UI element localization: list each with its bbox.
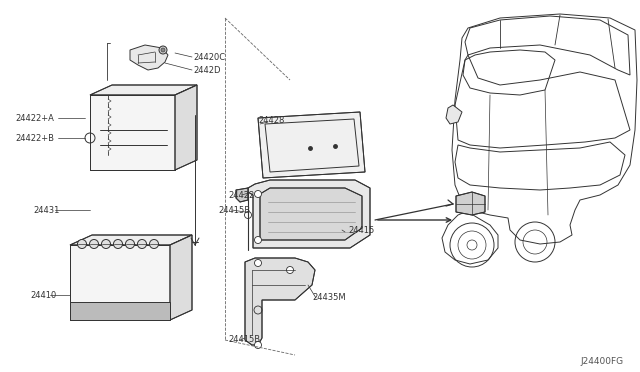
Bar <box>70 302 170 320</box>
Text: 24415: 24415 <box>348 225 374 234</box>
Polygon shape <box>90 95 175 170</box>
Circle shape <box>113 240 122 248</box>
Circle shape <box>287 266 294 273</box>
Circle shape <box>255 341 262 349</box>
Text: 24431: 24431 <box>33 205 60 215</box>
Circle shape <box>90 240 99 248</box>
Text: J24400FG: J24400FG <box>580 357 623 366</box>
Circle shape <box>244 212 252 218</box>
Circle shape <box>102 240 111 248</box>
Text: 24415B: 24415B <box>218 205 250 215</box>
Circle shape <box>125 240 134 248</box>
Polygon shape <box>70 235 192 245</box>
Polygon shape <box>258 112 365 178</box>
Polygon shape <box>446 105 462 124</box>
Circle shape <box>161 48 165 52</box>
Text: 24422: 24422 <box>228 190 254 199</box>
Polygon shape <box>70 245 170 320</box>
Circle shape <box>159 46 167 54</box>
Circle shape <box>138 240 147 248</box>
Polygon shape <box>245 258 315 345</box>
Polygon shape <box>175 85 197 170</box>
Polygon shape <box>260 188 362 240</box>
Polygon shape <box>90 85 197 95</box>
Circle shape <box>255 260 262 266</box>
Text: 24420C: 24420C <box>193 52 225 61</box>
Polygon shape <box>456 192 485 215</box>
Circle shape <box>77 240 86 248</box>
Text: 24422+A: 24422+A <box>15 113 54 122</box>
Polygon shape <box>236 188 248 202</box>
Text: 24435M: 24435M <box>312 294 346 302</box>
Circle shape <box>255 237 262 244</box>
Text: 24422+B: 24422+B <box>15 134 54 142</box>
Circle shape <box>150 240 159 248</box>
Text: 24410: 24410 <box>30 291 56 299</box>
Polygon shape <box>130 45 168 70</box>
Text: 24428: 24428 <box>258 115 284 125</box>
Polygon shape <box>170 235 192 320</box>
Circle shape <box>255 190 262 198</box>
Text: 24415B: 24415B <box>228 336 260 344</box>
Text: 2442D: 2442D <box>193 65 221 74</box>
Polygon shape <box>248 180 370 248</box>
